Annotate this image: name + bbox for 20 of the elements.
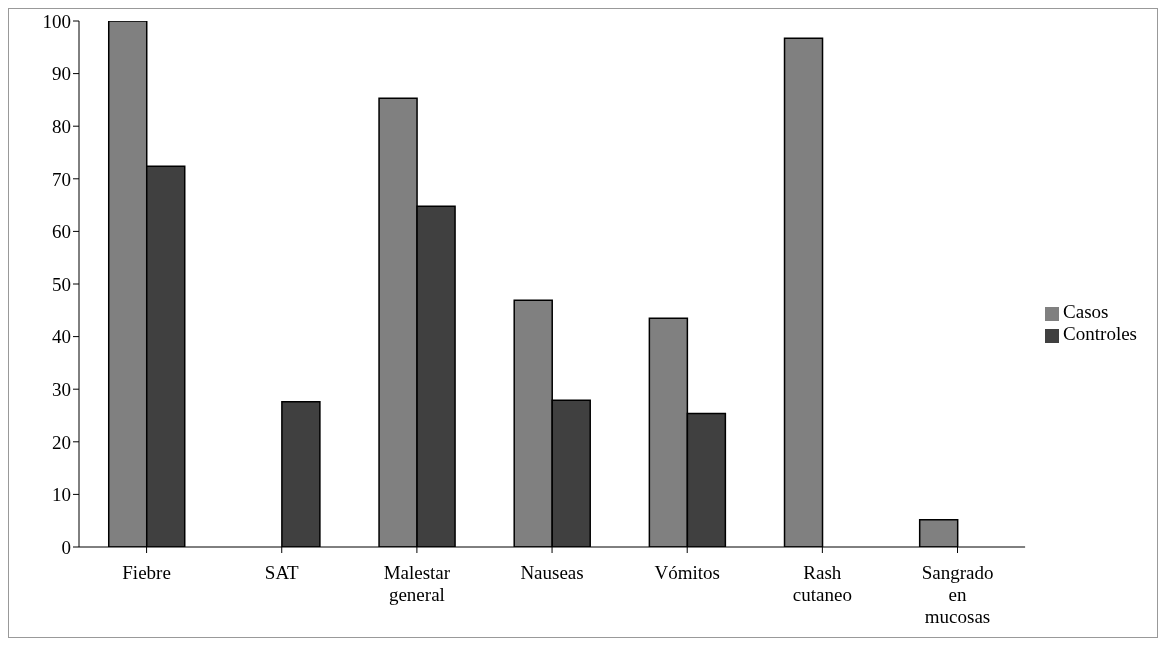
- y-tick-label: 70: [52, 168, 71, 190]
- y-tick-label: 10: [52, 484, 71, 506]
- y-tick-label: 40: [52, 326, 71, 348]
- x-tick-label: SAT: [264, 562, 300, 583]
- y-tick-label: 100: [42, 10, 71, 32]
- x-tick-label: Fiebre: [122, 562, 171, 583]
- x-tick-label: Sangrado en mucosas: [921, 562, 994, 627]
- y-tick-label: 80: [52, 115, 71, 137]
- legend-label: Casos: [1063, 301, 1109, 322]
- x-tick-label: Vómitos: [654, 562, 720, 583]
- y-tick-label: 20: [52, 431, 71, 453]
- y-tick-label: 90: [52, 63, 71, 85]
- legend-label: Controles: [1063, 323, 1137, 344]
- y-tick-label: 50: [52, 273, 71, 295]
- y-tick-label: 60: [52, 221, 71, 243]
- y-tick-label: 0: [61, 536, 71, 558]
- x-tick-label: Malestar general: [383, 562, 451, 605]
- y-tick-label: 30: [52, 378, 71, 400]
- x-tick-label: Rash cutaneo: [792, 562, 852, 605]
- x-tick-label: Nauseas: [520, 562, 584, 583]
